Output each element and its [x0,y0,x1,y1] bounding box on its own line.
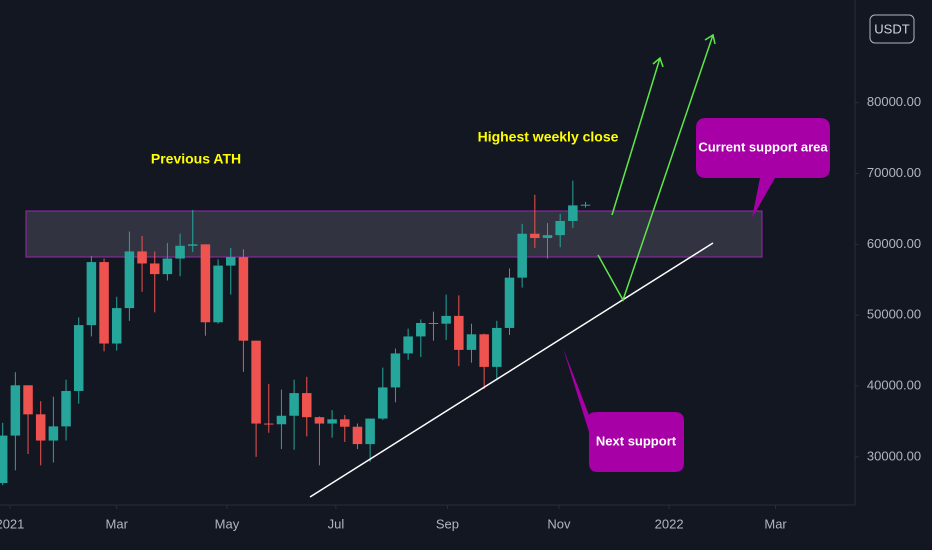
x-tick-label: Mar [106,516,129,531]
candle-body [314,417,325,424]
candle-body [73,325,84,391]
candle-body [137,251,147,264]
candle-body [441,315,451,324]
candle-body [416,322,426,337]
candle-body [10,385,21,436]
trend-line [309,242,714,498]
y-tick-label: 70000.00 [867,165,921,180]
candle-body [530,233,540,238]
arrow-head [704,33,716,45]
candle-body [390,353,401,388]
y-tick-label: 80000.00 [867,94,921,109]
candle-body [466,334,477,350]
candle-body [61,390,71,427]
candle-body [504,277,515,328]
candle-body [200,244,211,323]
candle-body [23,385,33,415]
candle-body [111,308,122,344]
x-tick-label: 2022 [655,516,684,531]
annotation: Current support area [698,139,828,154]
candle-body [378,387,388,419]
x-tick-label: May [215,516,240,531]
candle-body [99,262,109,344]
x-tick-label: Nov [547,516,571,531]
candle-body [226,257,236,266]
y-tick-label: 30000.00 [867,448,921,463]
candle-body [492,327,502,367]
candle-body [238,257,249,341]
candle-body [428,322,439,324]
y-tick-label: 50000.00 [867,307,921,322]
candle-body [187,244,198,246]
candle-body [479,334,489,367]
candle-body [580,204,591,206]
candle-body [555,220,565,236]
candle-body [213,265,223,323]
candle-body [542,235,553,238]
x-tick-label: Sep [436,516,459,531]
support-zone [25,210,763,258]
candle-body [517,233,527,278]
candle-body [175,245,185,259]
y-tick-label: 40000.00 [867,377,921,392]
candle-body [327,419,337,424]
candle-body [365,418,375,445]
candle-body [264,423,274,425]
candle-body [454,315,464,350]
annotation: Previous ATH [151,151,241,167]
annotation: Next support [596,433,677,448]
candle-body [251,340,261,424]
candle-body [149,263,160,275]
candle-body [35,414,46,441]
y-tick-label: 60000.00 [867,236,921,251]
x-tick-label: Mar [764,516,787,531]
candle-body [162,258,173,275]
candle-body [0,435,8,484]
currency-badge[interactable] [869,14,915,44]
arrow-head [652,56,664,68]
candle-body [403,336,413,354]
candle-body [352,426,363,445]
candle-body [86,262,97,326]
candle-body [340,419,350,427]
arrow [611,57,661,216]
callout [696,118,830,218]
candle-body [302,393,312,418]
candle-body [276,415,287,425]
x-tick-label: 2021 [0,516,24,531]
candle-body [124,251,135,309]
candle-body [289,393,299,416]
x-tick-label: Jul [328,516,345,531]
currency-label: USDT [874,21,909,36]
callout [563,348,684,472]
candle-body [48,426,59,441]
candle-body [568,205,578,221]
annotation: Highest weekly close [478,129,619,145]
arrow [597,34,714,302]
